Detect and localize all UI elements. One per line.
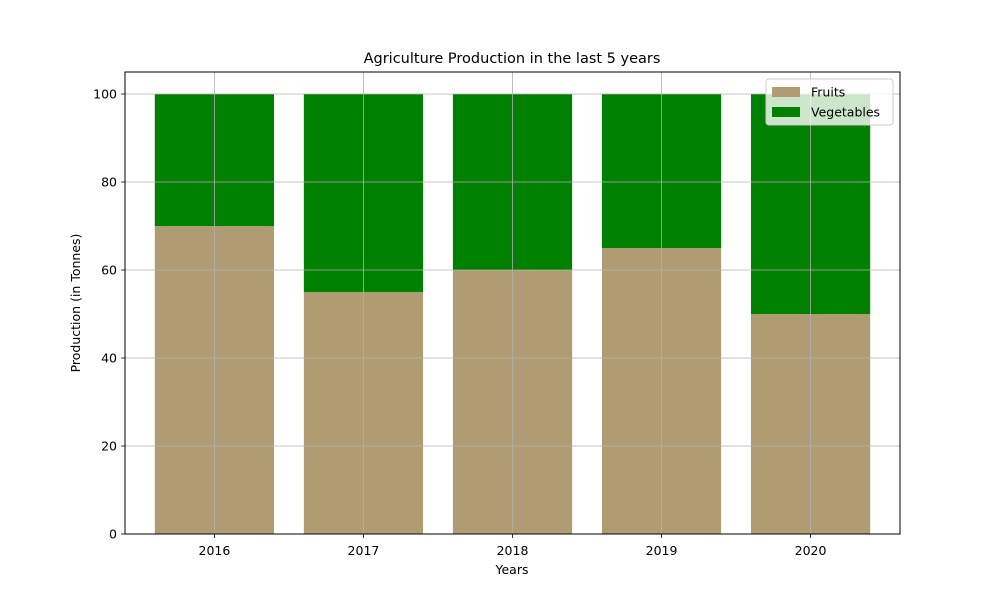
y-axis: 0 20 40 60 80 100	[93, 87, 125, 542]
x-tick-label: 2016	[199, 543, 231, 558]
y-tick-label: 80	[101, 175, 117, 190]
legend-label-vegetables: Vegetables	[811, 105, 880, 120]
legend: Fruits Vegetables	[765, 78, 894, 126]
y-tick-label: 60	[101, 263, 117, 278]
y-tick-label: 0	[109, 527, 117, 542]
legend-swatch-vegetables	[772, 107, 800, 117]
x-tick-label: 2018	[497, 543, 529, 558]
legend-label-fruits: Fruits	[811, 85, 845, 100]
y-tick-label: 20	[101, 439, 117, 454]
y-tick-label: 100	[93, 87, 117, 102]
legend-swatch-fruits	[772, 87, 800, 97]
chart-title: Agriculture Production in the last 5 yea…	[364, 51, 661, 67]
x-tick-label: 2020	[795, 543, 827, 558]
y-axis-label: Production (in Tonnes)	[68, 234, 83, 373]
x-axis: 2016 2017 2018 2019 2020	[199, 534, 827, 558]
x-axis-label: Years	[495, 562, 529, 577]
y-tick-label: 40	[101, 351, 117, 366]
x-tick-label: 2019	[646, 543, 678, 558]
plot-area	[125, 72, 900, 535]
x-tick-label: 2017	[348, 543, 380, 558]
